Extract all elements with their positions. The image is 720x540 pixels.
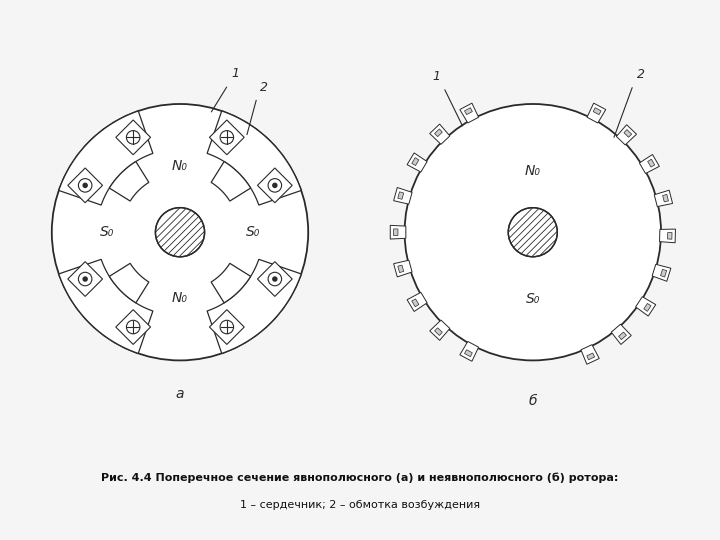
Text: а: а	[176, 387, 184, 401]
Text: S₀: S₀	[246, 225, 260, 239]
Polygon shape	[618, 332, 626, 340]
Circle shape	[83, 277, 87, 281]
Polygon shape	[587, 353, 595, 360]
Polygon shape	[258, 262, 292, 296]
Polygon shape	[660, 269, 667, 277]
Polygon shape	[397, 265, 404, 273]
Circle shape	[78, 272, 92, 286]
Circle shape	[268, 272, 282, 286]
Polygon shape	[624, 130, 631, 137]
Polygon shape	[667, 233, 672, 239]
Polygon shape	[412, 299, 419, 307]
Text: б: б	[528, 394, 537, 408]
Polygon shape	[207, 259, 301, 353]
Circle shape	[405, 104, 661, 360]
Polygon shape	[116, 120, 150, 155]
Polygon shape	[394, 187, 412, 204]
Polygon shape	[593, 107, 601, 114]
Polygon shape	[394, 260, 412, 277]
Polygon shape	[460, 341, 479, 361]
Polygon shape	[654, 190, 672, 207]
Polygon shape	[662, 194, 668, 202]
Polygon shape	[464, 107, 472, 114]
Circle shape	[273, 277, 277, 281]
Circle shape	[220, 131, 233, 144]
Polygon shape	[430, 320, 450, 340]
Polygon shape	[211, 264, 251, 303]
Polygon shape	[109, 264, 149, 303]
Polygon shape	[639, 154, 660, 173]
Polygon shape	[210, 120, 244, 155]
Polygon shape	[412, 158, 419, 166]
Polygon shape	[435, 328, 442, 335]
Circle shape	[508, 208, 557, 256]
Polygon shape	[407, 292, 427, 312]
Polygon shape	[464, 350, 472, 357]
Polygon shape	[68, 262, 102, 296]
Polygon shape	[652, 264, 671, 281]
Text: 1: 1	[432, 70, 440, 83]
Polygon shape	[644, 303, 651, 312]
Polygon shape	[660, 229, 675, 243]
Circle shape	[52, 104, 308, 360]
Polygon shape	[581, 345, 599, 364]
Circle shape	[220, 320, 233, 334]
Circle shape	[268, 179, 282, 192]
Circle shape	[156, 207, 204, 257]
Polygon shape	[394, 229, 398, 235]
Polygon shape	[210, 309, 244, 345]
Text: 1: 1	[231, 68, 239, 80]
Polygon shape	[109, 161, 149, 201]
Text: 2: 2	[260, 82, 268, 94]
Polygon shape	[258, 168, 292, 202]
Polygon shape	[59, 259, 153, 353]
Text: S₀: S₀	[526, 292, 540, 306]
Polygon shape	[397, 192, 404, 199]
Circle shape	[273, 184, 277, 187]
Polygon shape	[207, 111, 301, 205]
Text: N₀: N₀	[172, 292, 188, 306]
Polygon shape	[68, 168, 102, 202]
Text: 2: 2	[636, 68, 644, 80]
Polygon shape	[648, 159, 654, 167]
Polygon shape	[211, 161, 251, 201]
Polygon shape	[390, 225, 406, 239]
Polygon shape	[611, 324, 631, 345]
Polygon shape	[587, 103, 606, 123]
Text: S₀: S₀	[100, 225, 114, 239]
Circle shape	[83, 184, 87, 187]
Circle shape	[127, 320, 140, 334]
Circle shape	[78, 179, 92, 192]
Text: 1 – сердечник; 2 – обмотка возбуждения: 1 – сердечник; 2 – обмотка возбуждения	[240, 500, 480, 510]
Text: N₀: N₀	[172, 159, 188, 173]
Polygon shape	[636, 296, 656, 316]
Polygon shape	[116, 309, 150, 345]
Text: N₀: N₀	[525, 164, 541, 178]
Polygon shape	[407, 153, 427, 172]
Polygon shape	[59, 111, 153, 205]
Polygon shape	[430, 124, 450, 144]
Polygon shape	[435, 129, 442, 137]
Polygon shape	[616, 125, 636, 145]
Circle shape	[127, 131, 140, 144]
Text: Рис. 4.4 Поперечное сечение явнополюсного (а) и неявнополюсного (б) ротора:: Рис. 4.4 Поперечное сечение явнополюсног…	[102, 472, 618, 483]
Polygon shape	[460, 103, 479, 123]
